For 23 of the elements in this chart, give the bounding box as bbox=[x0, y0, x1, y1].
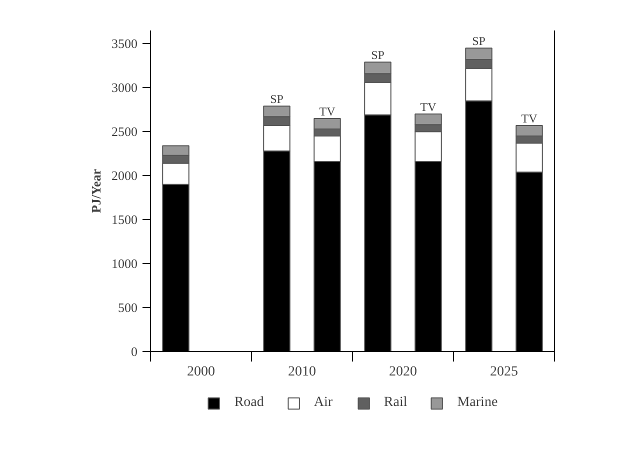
data-label: TV bbox=[521, 111, 538, 126]
legend-label: Rail bbox=[384, 395, 408, 411]
x-tick-label: 2025 bbox=[490, 364, 518, 380]
y-axis-title: PJ/Year bbox=[88, 168, 104, 214]
legend-label: Marine bbox=[457, 395, 498, 411]
legend-label: Road bbox=[234, 395, 264, 411]
legend-label: Air bbox=[314, 395, 334, 411]
data-label: SP bbox=[472, 34, 486, 48]
data-label: TV bbox=[319, 104, 336, 118]
y-tick-label: 2000 bbox=[112, 168, 138, 184]
y-tick-label: 3500 bbox=[112, 36, 138, 52]
y-tick-label: 3000 bbox=[112, 80, 138, 96]
y-tick-label: 2500 bbox=[112, 124, 138, 140]
x-tick-label: 2010 bbox=[288, 364, 316, 380]
data-label: SP bbox=[371, 48, 385, 62]
y-tick-label: 1000 bbox=[112, 256, 138, 272]
data-label: SP bbox=[270, 92, 284, 106]
data-label: TV bbox=[420, 100, 437, 114]
y-tick-label: 0 bbox=[131, 344, 138, 359]
x-tick-label: 2020 bbox=[389, 364, 417, 380]
y-tick-label: 500 bbox=[118, 300, 138, 316]
y-tick-label: 1500 bbox=[112, 212, 138, 228]
x-tick-label: 2000 bbox=[187, 364, 215, 380]
